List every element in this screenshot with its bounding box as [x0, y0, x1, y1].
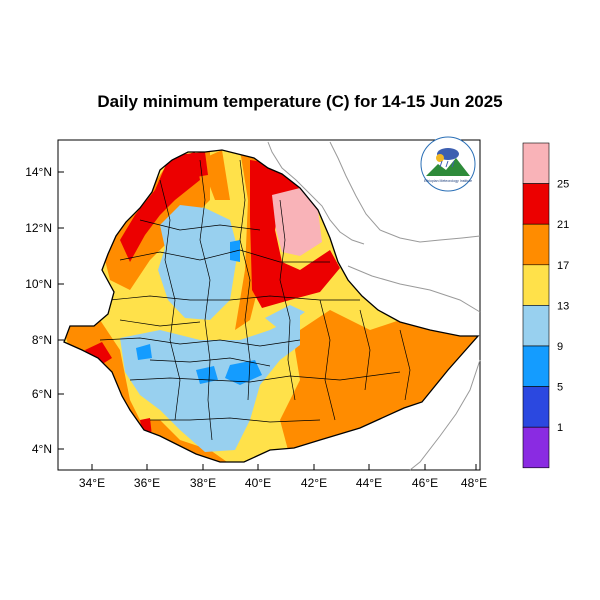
- colorbar-swatch: [522, 183, 550, 225]
- colorbar-label: 1: [557, 422, 563, 434]
- colorbar: 25 21 17 13 9 5 1: [522, 142, 569, 469]
- logo-mountain: [426, 158, 470, 176]
- country-outline: [63, 149, 480, 463]
- logo-rain: [439, 160, 455, 168]
- colorbar-label: 25: [557, 179, 569, 191]
- colorbar-swatch: [522, 142, 550, 184]
- lat-tick-label: 12°N: [25, 221, 52, 235]
- map-title: Daily minimum temperature (C) for 14-15 …: [97, 92, 503, 111]
- lat-axis: 14°N 12°N 10°N 8°N 6°N 4°N: [25, 165, 64, 456]
- gulf-of-aden-coast: [347, 265, 481, 313]
- colorbar-swatch: [522, 386, 550, 428]
- colorbar-label: 5: [557, 382, 563, 394]
- lat-tick-label: 8°N: [32, 333, 52, 347]
- logo-badge: [420, 136, 476, 192]
- lon-tick-label: 34°E: [79, 476, 105, 490]
- colorbar-label: 17: [557, 260, 569, 272]
- somalia-coast: [409, 359, 481, 471]
- sun-icon: [436, 154, 444, 162]
- colorbar-label: 9: [557, 341, 563, 353]
- lon-tick-label: 38°E: [190, 476, 216, 490]
- colorbar-swatch: [522, 264, 550, 306]
- lat-tick-label: 10°N: [25, 277, 52, 291]
- colorbar-swatch: [522, 426, 550, 469]
- lon-tick-label: 48°E: [461, 476, 487, 490]
- colorbar-label: 13: [557, 300, 569, 312]
- neighbour-borders: [267, 141, 481, 471]
- lat-tick-label: 14°N: [25, 165, 52, 179]
- red-sea-coast: [267, 141, 365, 245]
- lon-axis: 34°E 36°E 38°E 40°E 42°E 44°E 46°E 48°E: [79, 464, 487, 490]
- lon-tick-label: 36°E: [134, 476, 160, 490]
- logo-text: Ethiopian Meteorology Institute: [424, 179, 472, 183]
- lon-tick-label: 44°E: [356, 476, 382, 490]
- arabian-coast: [329, 141, 481, 243]
- lat-tick-label: 4°N: [32, 442, 52, 456]
- institute-logo: Ethiopian Meteorology Institute: [420, 136, 476, 192]
- colorbar-label: 21: [557, 219, 569, 231]
- lon-tick-label: 40°E: [245, 476, 271, 490]
- admin-boundaries: [99, 159, 411, 441]
- colorbar-swatch: [522, 223, 550, 266]
- colorbar-swatch: [522, 345, 550, 387]
- colorbar-swatch: [522, 305, 550, 347]
- lon-tick-label: 46°E: [412, 476, 438, 490]
- lat-tick-label: 6°N: [32, 387, 52, 401]
- lon-tick-label: 42°E: [301, 476, 327, 490]
